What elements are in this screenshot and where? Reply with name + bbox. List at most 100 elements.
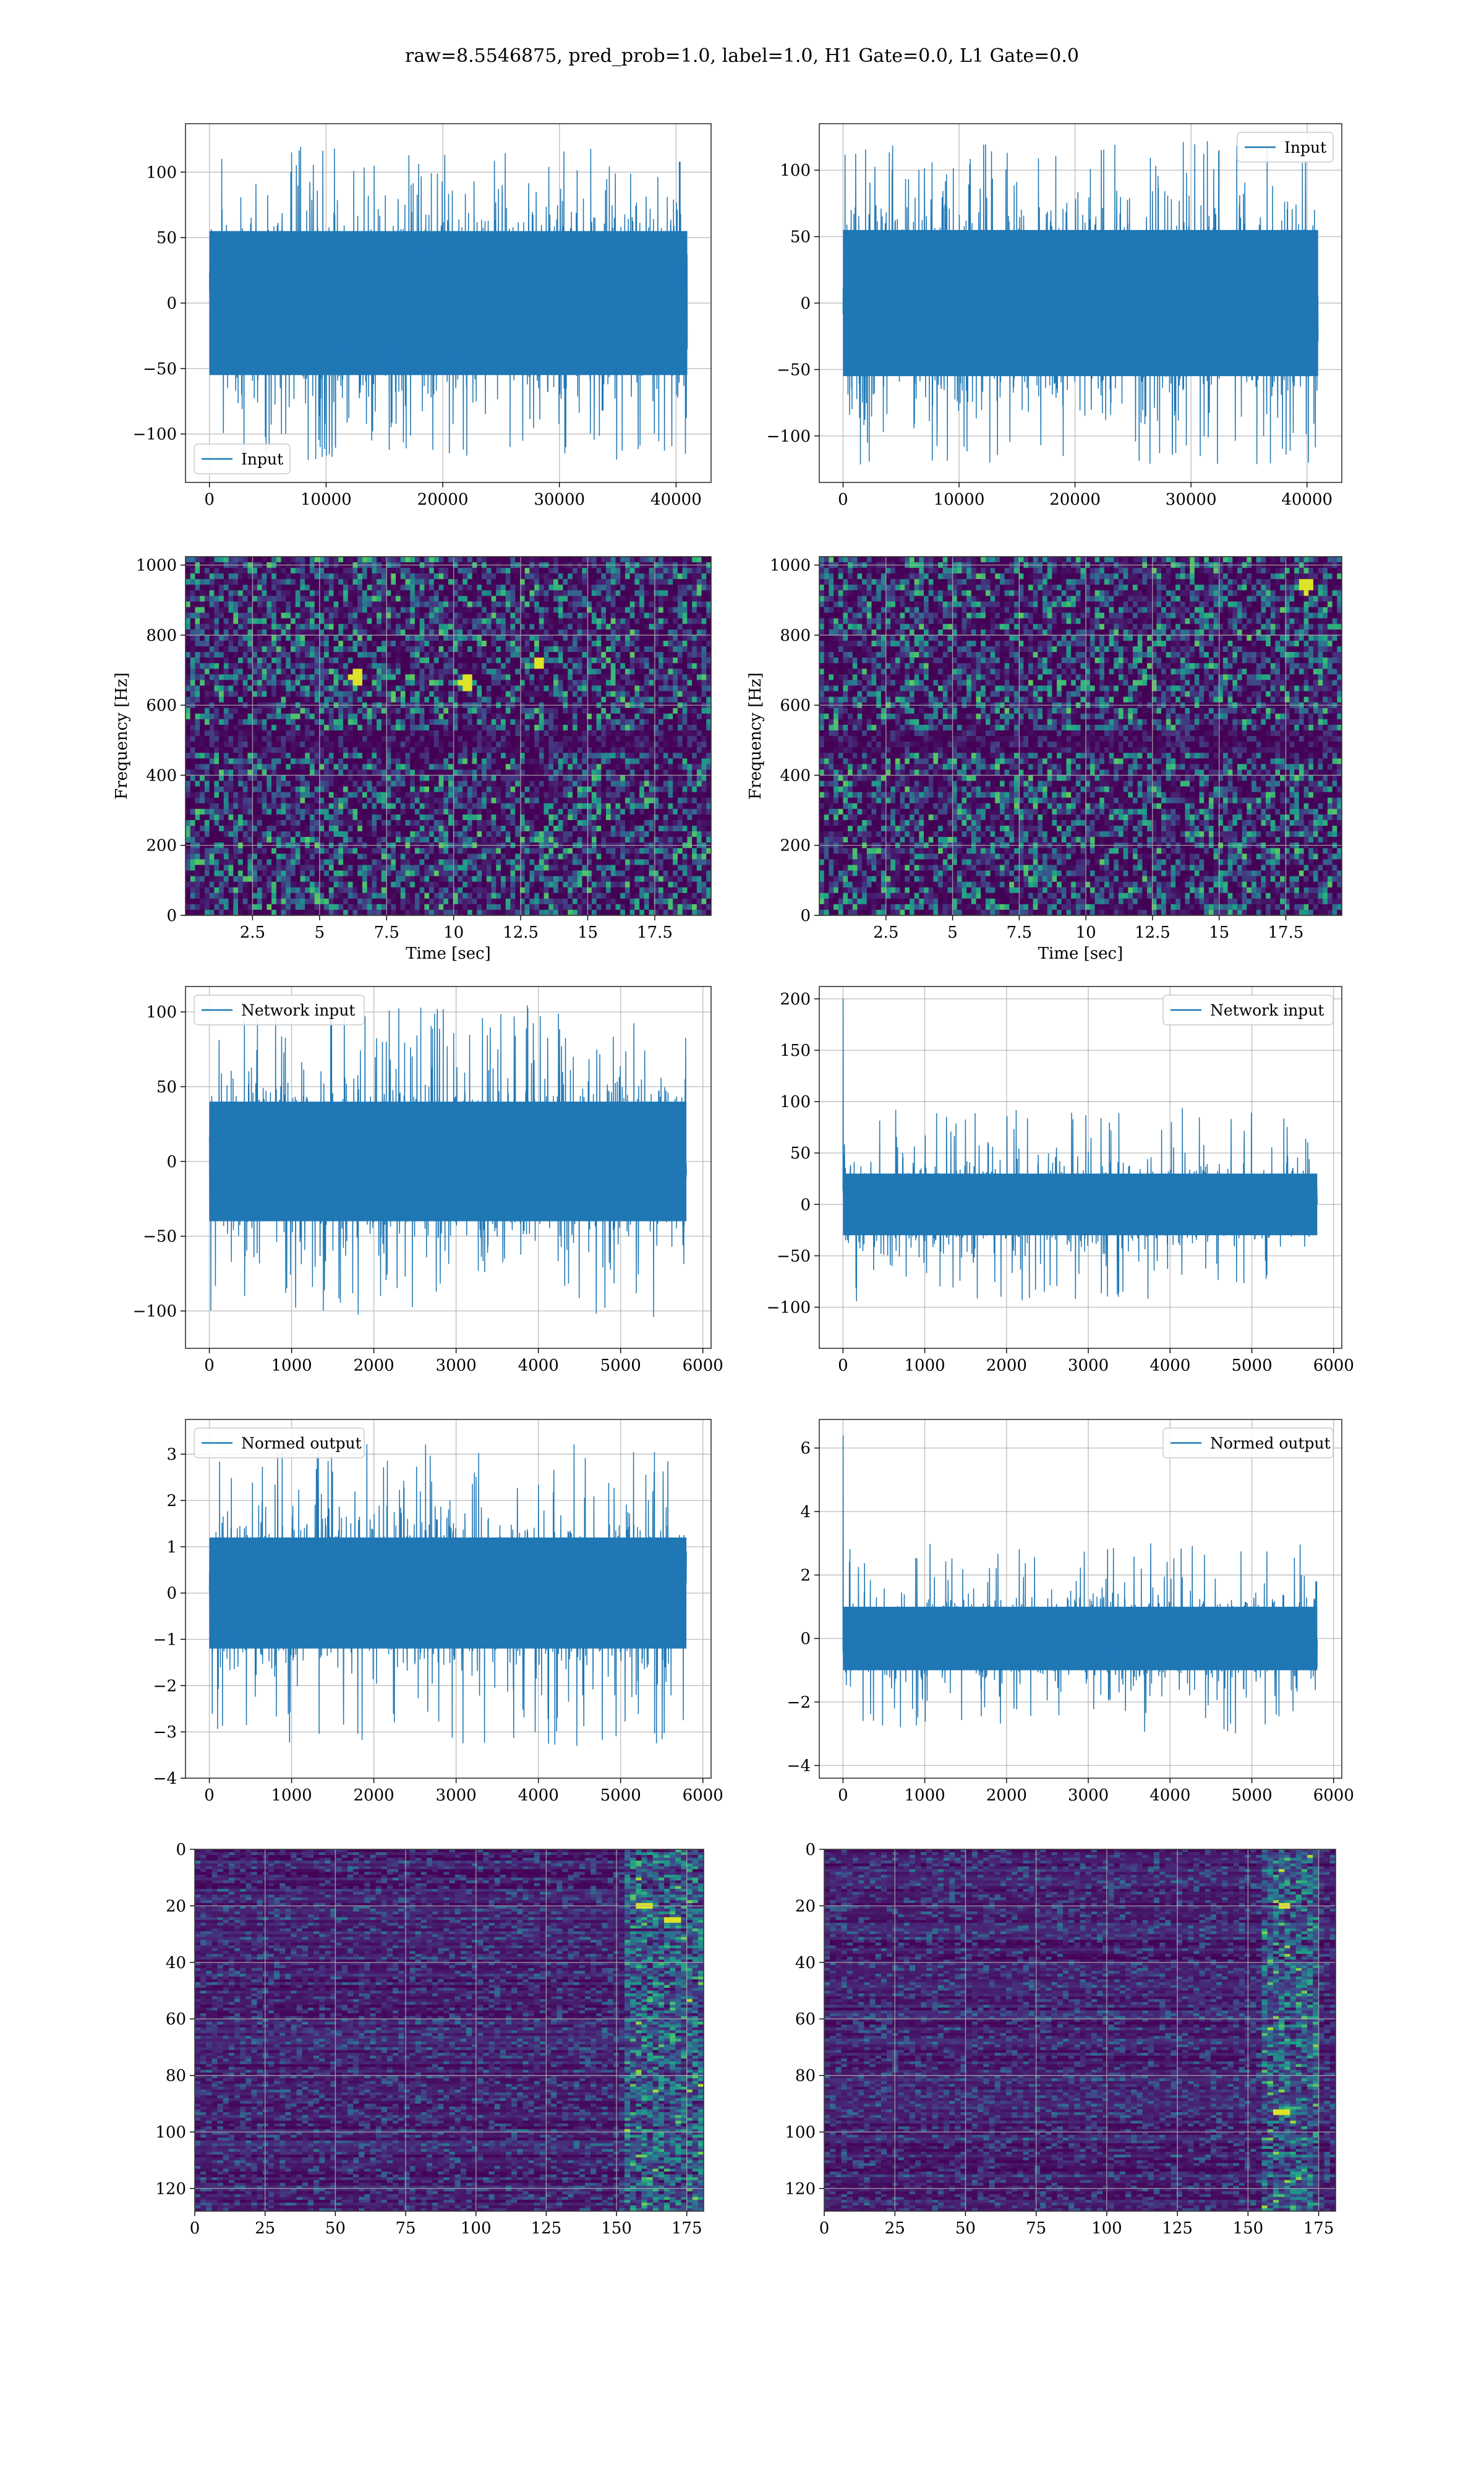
heatmap-cell bbox=[606, 674, 612, 680]
heatmap-cell bbox=[357, 596, 363, 602]
heatmap-cell bbox=[654, 640, 659, 647]
heatmap-cell bbox=[352, 590, 358, 597]
heatmap-cell bbox=[696, 713, 702, 720]
heatmap-cell bbox=[544, 713, 549, 720]
heatmap-cell bbox=[381, 786, 387, 793]
heatmap-cell bbox=[443, 663, 449, 669]
heatmap-cell bbox=[572, 601, 578, 608]
heatmap-cell bbox=[692, 781, 697, 787]
heatmap-cell bbox=[367, 685, 372, 692]
heatmap-cell bbox=[620, 786, 626, 793]
heatmap-cell bbox=[654, 685, 659, 692]
heatmap-cell bbox=[357, 573, 363, 580]
heatmap-cell bbox=[410, 713, 416, 720]
heatmap-cell bbox=[429, 753, 435, 759]
heatmap-cell bbox=[333, 663, 339, 669]
heatmap-cell bbox=[267, 573, 272, 580]
heatmap-cell bbox=[338, 663, 344, 669]
heatmap-cell bbox=[286, 623, 291, 630]
heatmap-cell bbox=[305, 657, 310, 664]
heatmap-cell bbox=[396, 652, 401, 658]
heatmap-cell bbox=[558, 674, 564, 680]
heatmap-cell bbox=[367, 579, 372, 585]
heatmap-cell bbox=[223, 669, 229, 675]
heatmap-cell bbox=[625, 579, 631, 585]
heatmap-cell bbox=[291, 719, 296, 726]
heatmap-cell bbox=[529, 557, 535, 563]
heatmap-cell bbox=[692, 629, 697, 636]
heatmap-cell bbox=[204, 657, 210, 664]
heatmap-cell bbox=[386, 792, 391, 798]
heatmap-cell bbox=[357, 568, 363, 574]
heatmap-cell bbox=[286, 584, 291, 591]
heatmap-cell bbox=[496, 674, 501, 680]
heatmap-cell bbox=[219, 573, 224, 580]
heatmap-cell bbox=[467, 680, 473, 687]
heatmap-cell bbox=[429, 596, 435, 602]
heatmap-cell bbox=[453, 724, 459, 731]
heatmap-cell bbox=[338, 579, 344, 585]
heatmap-cell bbox=[515, 579, 521, 585]
heatmap-cell bbox=[587, 635, 592, 641]
heatmap-cell bbox=[477, 669, 482, 675]
heatmap-cell bbox=[534, 691, 540, 698]
heatmap-cell bbox=[477, 573, 482, 580]
heatmap-cell bbox=[419, 623, 425, 630]
heatmap-cell bbox=[659, 724, 664, 731]
heatmap-cell bbox=[262, 786, 267, 793]
heatmap-cell bbox=[625, 590, 631, 597]
heatmap-cell bbox=[262, 685, 267, 692]
heatmap-cell bbox=[663, 786, 669, 793]
heatmap-cell bbox=[204, 747, 210, 753]
heatmap-cell bbox=[477, 629, 482, 636]
heatmap-cell bbox=[529, 708, 535, 714]
heatmap-cell bbox=[333, 652, 339, 658]
heatmap-cell bbox=[482, 803, 487, 810]
heatmap-cell bbox=[186, 646, 191, 653]
heatmap-cell bbox=[286, 557, 291, 563]
heatmap-cell bbox=[396, 708, 401, 714]
heatmap-cell bbox=[692, 663, 697, 669]
heatmap-cell bbox=[281, 584, 286, 591]
heatmap-cell bbox=[659, 618, 664, 625]
heatmap-cell bbox=[515, 797, 521, 804]
heatmap-cell bbox=[348, 607, 354, 614]
heatmap-cell bbox=[429, 764, 435, 770]
heatmap-cell bbox=[429, 573, 435, 580]
heatmap-cell bbox=[610, 747, 616, 753]
heatmap-cell bbox=[281, 803, 286, 810]
heatmap-cell bbox=[644, 674, 650, 680]
heatmap-cell bbox=[223, 646, 229, 653]
heatmap-cell bbox=[706, 640, 711, 647]
heatmap-cell bbox=[276, 573, 282, 580]
heatmap-cell bbox=[591, 764, 597, 770]
heatmap-cell bbox=[529, 713, 535, 720]
heatmap-cell bbox=[367, 680, 372, 687]
heatmap-cell bbox=[343, 584, 349, 591]
heatmap-cell bbox=[596, 708, 602, 714]
heatmap-cell bbox=[242, 590, 249, 597]
heatmap-cell bbox=[558, 719, 564, 726]
heatmap-cell bbox=[377, 612, 382, 619]
heatmap-cell bbox=[271, 652, 277, 658]
heatmap-cell bbox=[286, 601, 291, 608]
heatmap-cell bbox=[352, 568, 358, 574]
heatmap-cell bbox=[438, 719, 444, 726]
heatmap-cell bbox=[453, 719, 459, 726]
heatmap-cell bbox=[544, 618, 549, 625]
heatmap-cell bbox=[610, 797, 616, 804]
heatmap-cell bbox=[587, 730, 592, 737]
heatmap-cell bbox=[214, 646, 220, 653]
heatmap-cell bbox=[286, 685, 291, 692]
heatmap-cell bbox=[453, 623, 459, 630]
heatmap-cell bbox=[262, 629, 267, 636]
heatmap-cell bbox=[706, 786, 711, 793]
heatmap-cell bbox=[396, 635, 401, 641]
heatmap-cell bbox=[515, 635, 521, 641]
heatmap-cell bbox=[467, 596, 473, 602]
heatmap-cell bbox=[519, 596, 526, 602]
heatmap-cell bbox=[228, 601, 234, 608]
heatmap-cell bbox=[242, 669, 249, 675]
heatmap-cell bbox=[677, 640, 683, 647]
heatmap-cell bbox=[314, 719, 320, 726]
